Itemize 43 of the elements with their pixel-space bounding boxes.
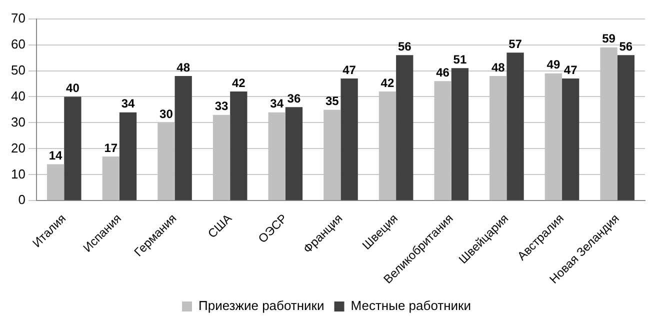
y-tick-label: 20 [10,140,26,156]
data-label: 34 [121,96,136,111]
bar [506,52,524,200]
legend-label: Приезжие работники [198,298,324,314]
data-label: 56 [619,39,633,54]
data-label: 36 [287,91,301,106]
y-tick-label: 10 [10,166,26,182]
bar [64,96,82,200]
data-label: 56 [398,39,412,54]
bar [451,68,469,200]
bar [340,78,358,200]
y-tick-label: 60 [10,36,26,52]
data-label: 35 [325,94,340,108]
data-label: 40 [66,81,80,96]
y-tick-label: 0 [18,192,26,208]
bar [562,78,580,200]
bar [119,112,137,200]
y-tick-label: 70 [10,10,26,26]
bar [230,92,248,200]
bar [396,55,414,200]
data-label: 46 [436,65,450,80]
y-tick-label: 30 [10,114,26,130]
data-label: 49 [546,58,560,72]
data-label: 48 [491,60,506,74]
data-label: 42 [380,76,394,90]
data-label: 59 [602,32,616,46]
data-label: 30 [160,107,174,122]
y-tick-label: 50 [10,62,26,78]
data-label: 14 [48,148,63,163]
data-label: 42 [232,76,246,90]
data-label: 47 [342,62,356,77]
y-tick-label: 40 [10,88,26,104]
legend-label: Местные работники [350,298,471,314]
bar [174,76,192,200]
data-label: 57 [508,36,522,51]
data-label: 17 [104,140,118,155]
data-label: 33 [214,99,229,114]
data-label: 48 [176,60,190,74]
data-label: 51 [453,52,467,66]
bar [285,107,303,200]
data-label: 34 [270,96,284,111]
data-label: 47 [564,62,578,77]
bar [617,55,634,200]
